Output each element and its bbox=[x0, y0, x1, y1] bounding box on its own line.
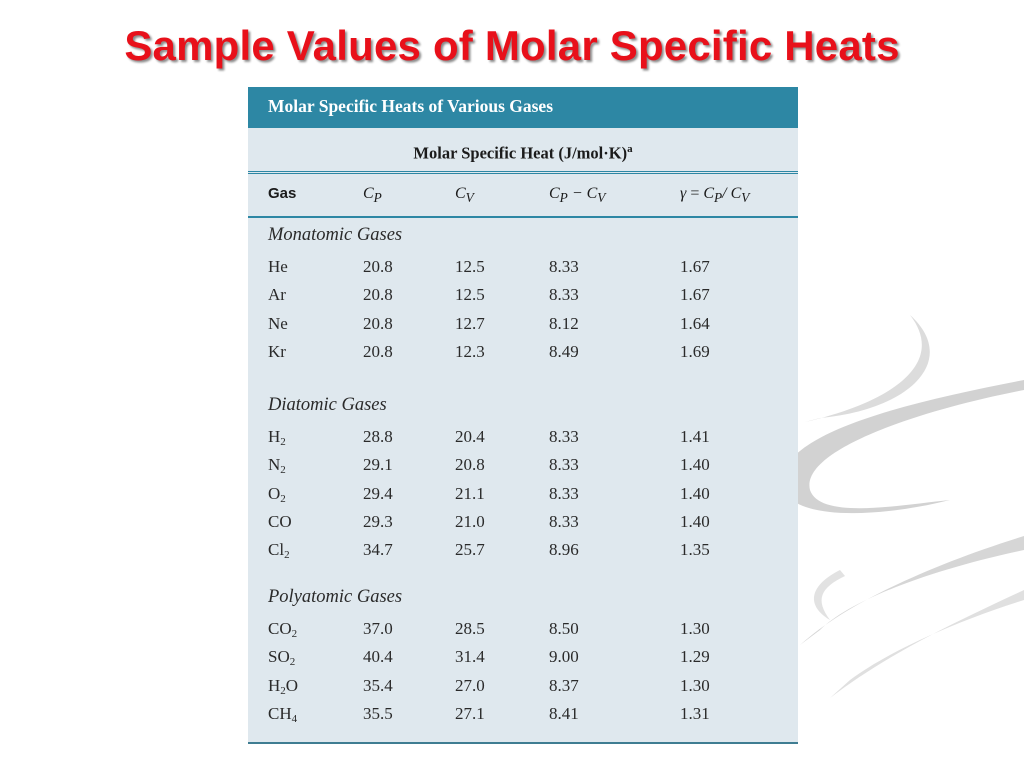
cell-cp-minus-cv: 8.96 bbox=[549, 540, 579, 560]
table-row: O2 29.4 21.1 8.33 1.40 bbox=[248, 480, 798, 508]
cell-cp: 35.5 bbox=[363, 703, 393, 723]
cell-gas: H2 bbox=[268, 427, 286, 448]
cell-cv: 21.0 bbox=[455, 511, 485, 531]
cell-cp-minus-cv: 8.12 bbox=[549, 313, 579, 333]
cell-cp-minus-cv: 8.33 bbox=[549, 257, 579, 276]
cell-cp-minus-cv: 9.00 bbox=[549, 647, 579, 667]
cell-cp-minus-cv: 8.33 bbox=[549, 455, 579, 475]
column-header-gamma: γ = CP/ CV bbox=[680, 185, 750, 206]
cell-cv: 20.8 bbox=[455, 455, 485, 475]
cell-gamma: 1.35 bbox=[680, 540, 710, 560]
table-row: H2 28.8 20.4 8.33 1.41 bbox=[248, 423, 798, 451]
cell-cp-minus-cv: 8.49 bbox=[549, 341, 579, 361]
unit-footnote-marker: a bbox=[627, 143, 633, 155]
table-row: Cl2 34.7 25.7 8.96 1.35 bbox=[248, 536, 798, 564]
cell-cp-minus-cv: 8.33 bbox=[549, 483, 579, 503]
cell-cp-minus-cv: 8.33 bbox=[549, 285, 579, 305]
table-row: CH4 35.5 27.1 8.41 1.31 bbox=[248, 700, 798, 728]
cell-cp-minus-cv: 8.50 bbox=[549, 619, 579, 638]
cell-cp: 37.0 bbox=[363, 619, 393, 638]
cell-cp-minus-cv: 8.33 bbox=[549, 511, 579, 531]
section-heading: Monatomic Gases bbox=[268, 225, 403, 245]
section-heading: Polyatomic Gases bbox=[268, 587, 403, 607]
cell-cp: 29.3 bbox=[363, 511, 393, 531]
table-body: Monatomic Gases He 20.8 12.5 8.33 1.67 Ar 20.8 1… bbox=[248, 215, 798, 735]
table-row: Ar 20.8 12.5 8.33 1.67 bbox=[248, 281, 798, 309]
slide-title: Sample Values of Molar Specific Heats bbox=[124, 22, 900, 69]
cell-cv: 21.1 bbox=[455, 483, 485, 503]
table-row: He 20.8 12.5 8.33 1.67 bbox=[248, 253, 798, 281]
cell-cv: 12.5 bbox=[455, 257, 485, 276]
cell-cp-minus-cv: 8.41 bbox=[549, 703, 579, 723]
cell-gamma: 1.67 bbox=[680, 257, 710, 276]
table-row: SO2 40.4 31.4 9.00 1.29 bbox=[248, 643, 798, 671]
column-header-gas: Gas bbox=[268, 185, 297, 202]
cell-cp: 29.4 bbox=[363, 483, 393, 503]
cell-cp-minus-cv: 8.33 bbox=[549, 427, 579, 446]
cell-cv: 25.7 bbox=[455, 540, 485, 560]
cell-cp: 28.8 bbox=[363, 427, 393, 446]
cell-cv: 20.4 bbox=[455, 427, 485, 446]
cell-gamma: 1.41 bbox=[680, 427, 710, 446]
cell-gas: CH4 bbox=[268, 703, 298, 725]
cell-gas: O2 bbox=[268, 483, 286, 505]
cell-gamma: 1.40 bbox=[680, 455, 710, 475]
table-row: N2 29.1 20.8 8.33 1.40 bbox=[248, 451, 798, 479]
cell-gamma: 1.30 bbox=[680, 619, 710, 638]
column-headers: Gas CP CV CP − CV γ = CP/ CV bbox=[248, 173, 798, 218]
cell-gamma: 1.30 bbox=[680, 675, 710, 695]
cell-gamma: 1.40 bbox=[680, 483, 710, 503]
column-header-cp-minus-cv: CP − CV bbox=[549, 185, 606, 206]
cell-cp-minus-cv: 8.37 bbox=[549, 675, 579, 695]
unit-label: Molar Specific Heat (J/mol·K) bbox=[413, 143, 628, 163]
cell-gamma: 1.69 bbox=[680, 341, 710, 361]
cell-gas: Kr bbox=[268, 341, 286, 361]
table-row: CO 29.3 21.0 8.33 1.40 bbox=[248, 508, 798, 536]
column-header-cp: CP bbox=[363, 185, 382, 206]
unit-header: Molar Specific Heat (J/mol·K)a bbox=[248, 128, 798, 172]
cell-cp: 35.4 bbox=[363, 675, 393, 695]
cell-gamma: 1.64 bbox=[680, 313, 710, 333]
cell-cp: 20.8 bbox=[363, 341, 393, 361]
cell-gas: CO2 bbox=[268, 619, 298, 640]
cell-cv: 31.4 bbox=[455, 647, 485, 667]
column-header-cv: CV bbox=[455, 185, 474, 206]
table-row: CO2 37.0 28.5 8.50 1.30 bbox=[248, 615, 798, 643]
cell-cp: 20.8 bbox=[363, 257, 393, 276]
cell-gas: Ar bbox=[268, 285, 286, 305]
cell-cv: 12.3 bbox=[455, 341, 485, 361]
table-row: Kr 20.8 12.3 8.49 1.69 bbox=[248, 338, 798, 366]
cell-gamma: 1.40 bbox=[680, 511, 710, 531]
cell-gas: H2O bbox=[268, 675, 299, 697]
cell-gamma: 1.67 bbox=[680, 285, 710, 305]
table-row: H2O 35.4 27.0 8.37 1.30 bbox=[248, 672, 798, 700]
cell-gas: N2 bbox=[268, 455, 286, 477]
table-row: Ne 20.8 12.7 8.12 1.64 bbox=[248, 310, 798, 338]
cell-cp: 29.1 bbox=[363, 455, 393, 475]
decorative-swirl bbox=[781, 315, 1024, 698]
cell-gas: He bbox=[268, 257, 288, 276]
cell-gas: CO bbox=[268, 511, 292, 531]
cell-cv: 27.0 bbox=[455, 675, 485, 695]
cell-gas: SO2 bbox=[268, 647, 296, 669]
cell-cv: 28.5 bbox=[455, 619, 485, 638]
cell-cv: 27.1 bbox=[455, 703, 485, 723]
cell-cp: 34.7 bbox=[363, 540, 393, 560]
cell-gamma: 1.31 bbox=[680, 703, 710, 723]
cell-gas: Ne bbox=[268, 313, 288, 333]
table-title: Molar Specific Heats of Various Gases bbox=[248, 87, 798, 128]
cell-cp: 20.8 bbox=[363, 313, 393, 333]
cell-cv: 12.7 bbox=[455, 313, 485, 333]
specific-heat-table: Molar Specific Heats of Various Gases Mo… bbox=[248, 87, 798, 744]
cell-cv: 12.5 bbox=[455, 285, 485, 305]
cell-gamma: 1.29 bbox=[680, 647, 710, 667]
section-heading: Diatomic Gases bbox=[268, 395, 387, 415]
cell-gas: Cl2 bbox=[268, 540, 290, 562]
cell-cp: 40.4 bbox=[363, 647, 393, 667]
cell-cp: 20.8 bbox=[363, 285, 393, 305]
